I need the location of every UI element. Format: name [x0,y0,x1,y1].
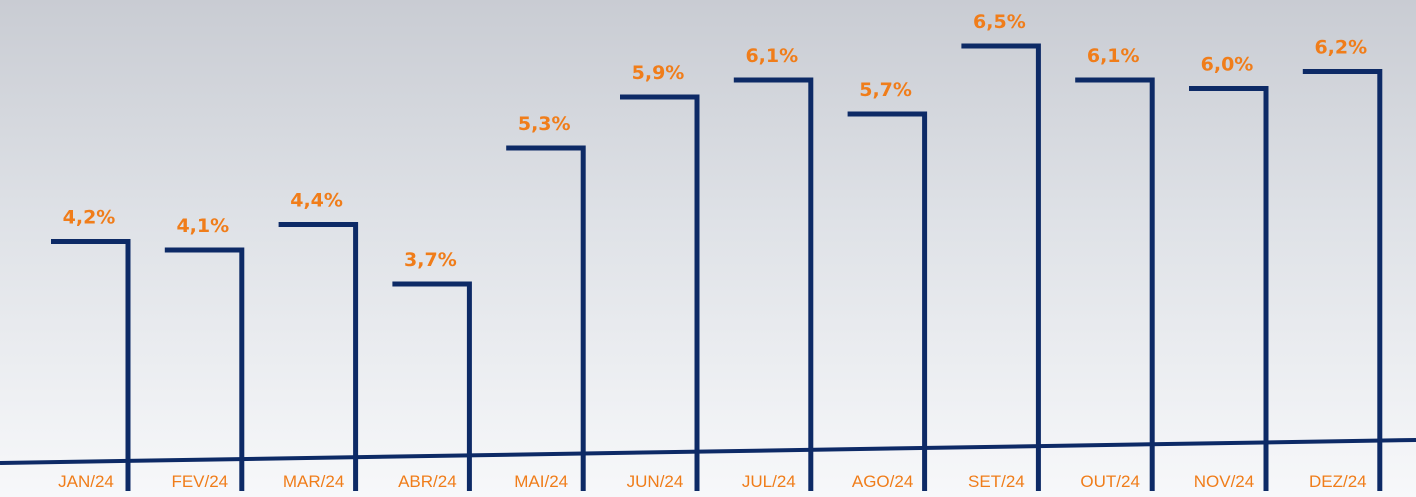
category-label: OUT/24 [1080,472,1140,491]
value-label: 6,5% [973,11,1026,33]
category-label: NOV/24 [1194,472,1254,491]
chart: 4,2% JAN/24 4,1% FEV/24 4,4% MAR/24 3,7% ABR/24… [0,0,1416,497]
value-label: 6,2% [1314,37,1367,59]
category-label: DEZ/24 [1309,472,1367,491]
value-label: 5,7% [859,79,912,101]
category-label: MAI/24 [514,472,568,491]
category-label: AGO/24 [852,472,913,491]
value-label: 4,1% [176,215,229,237]
value-label: 6,1% [745,45,798,67]
category-label: FEV/24 [171,472,228,491]
category-label: MAR/24 [283,472,344,491]
value-label: 5,3% [518,113,571,135]
category-label: SET/24 [968,472,1025,491]
value-label: 5,9% [632,62,685,84]
category-label: JUN/24 [627,472,684,491]
category-label: ABR/24 [398,472,457,491]
value-label: 4,4% [290,190,343,212]
value-label: 6,0% [1201,54,1254,76]
value-label: 3,7% [404,249,457,271]
value-label: 4,2% [63,207,116,229]
category-label: JUL/24 [742,472,796,491]
value-label: 6,1% [1087,45,1140,67]
category-label: JAN/24 [58,472,114,491]
